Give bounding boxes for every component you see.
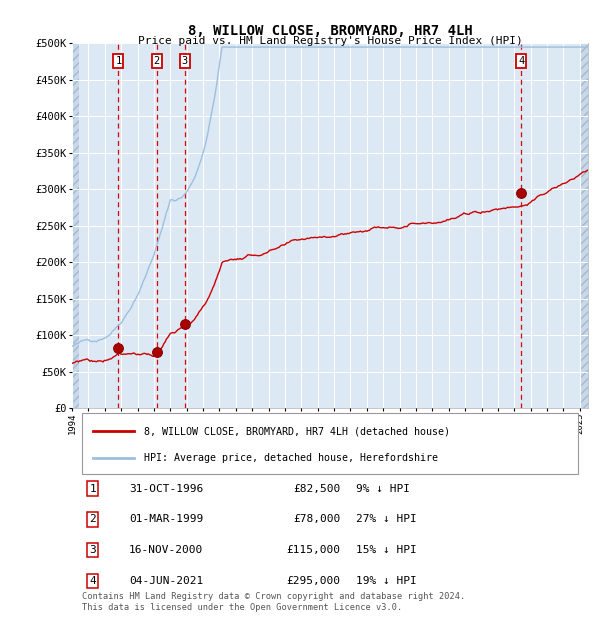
Text: 01-MAR-1999: 01-MAR-1999 — [129, 515, 203, 525]
Text: 15% ↓ HPI: 15% ↓ HPI — [356, 545, 416, 555]
FancyBboxPatch shape — [82, 412, 578, 474]
Text: 8, WILLOW CLOSE, BROMYARD, HR7 4LH: 8, WILLOW CLOSE, BROMYARD, HR7 4LH — [188, 24, 472, 38]
Text: 2: 2 — [89, 515, 96, 525]
Text: 1: 1 — [115, 56, 121, 66]
Text: 31-OCT-1996: 31-OCT-1996 — [129, 484, 203, 494]
Text: £78,000: £78,000 — [293, 515, 340, 525]
Text: 19% ↓ HPI: 19% ↓ HPI — [356, 576, 416, 586]
Bar — [72, 43, 79, 409]
Text: HPI: Average price, detached house, Herefordshire: HPI: Average price, detached house, Here… — [144, 453, 438, 463]
Text: Contains HM Land Registry data © Crown copyright and database right 2024.
This d: Contains HM Land Registry data © Crown c… — [82, 592, 466, 612]
Bar — [580, 43, 588, 409]
Text: 3: 3 — [89, 545, 96, 555]
Text: £295,000: £295,000 — [286, 576, 340, 586]
Text: £82,500: £82,500 — [293, 484, 340, 494]
Text: 3: 3 — [182, 56, 188, 66]
Text: 1: 1 — [89, 484, 96, 494]
Bar — [72, 43, 79, 409]
Text: 4: 4 — [89, 576, 96, 586]
Bar — [580, 43, 588, 409]
Text: 8, WILLOW CLOSE, BROMYARD, HR7 4LH (detached house): 8, WILLOW CLOSE, BROMYARD, HR7 4LH (deta… — [144, 426, 450, 436]
Text: Price paid vs. HM Land Registry's House Price Index (HPI): Price paid vs. HM Land Registry's House … — [137, 36, 523, 46]
Text: £115,000: £115,000 — [286, 545, 340, 555]
Text: 16-NOV-2000: 16-NOV-2000 — [129, 545, 203, 555]
Text: 27% ↓ HPI: 27% ↓ HPI — [356, 515, 416, 525]
Text: 9% ↓ HPI: 9% ↓ HPI — [356, 484, 410, 494]
Text: 4: 4 — [518, 56, 524, 66]
Text: 2: 2 — [154, 56, 160, 66]
Text: 04-JUN-2021: 04-JUN-2021 — [129, 576, 203, 586]
